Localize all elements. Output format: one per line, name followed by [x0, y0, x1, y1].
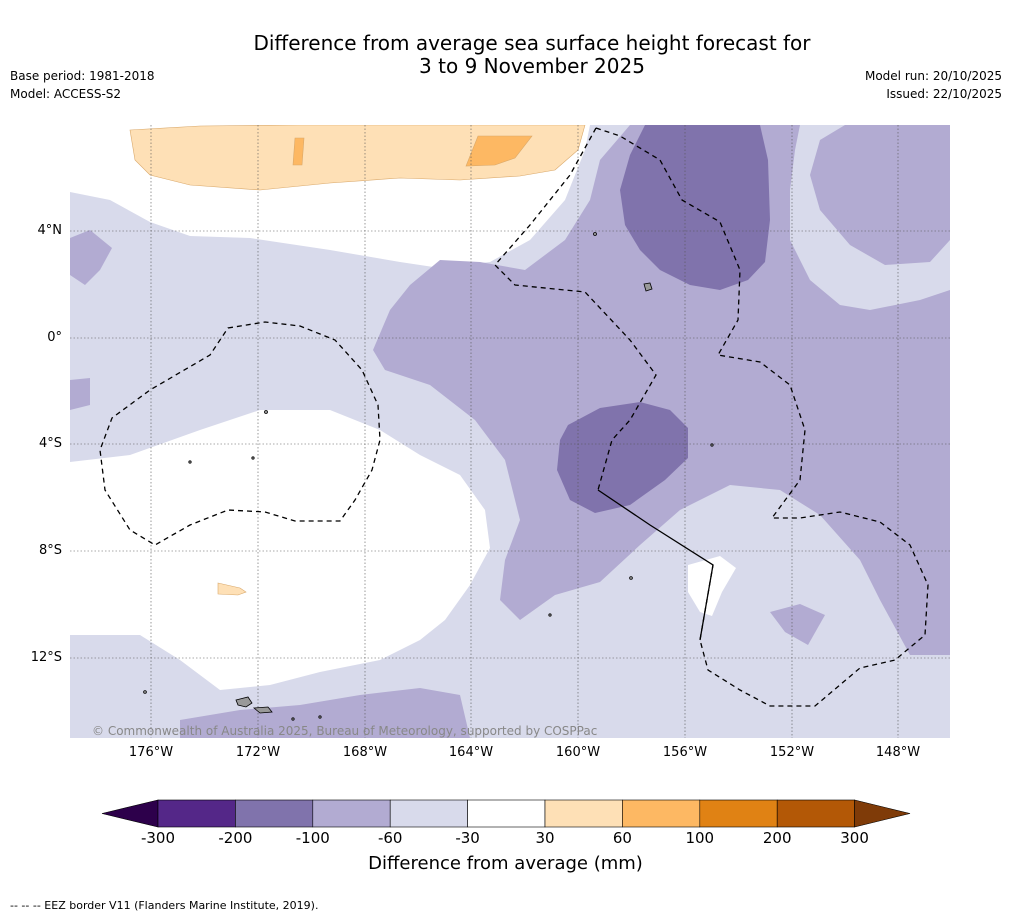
negative-anomaly-south: [180, 688, 470, 738]
negative-anomaly-west-2: [70, 378, 90, 410]
negative-anomaly-west: [70, 230, 112, 285]
issued-date: Issued: 22/10/2025: [886, 87, 1002, 101]
colorbar-segment: [622, 799, 701, 828]
island-dot-1: [264, 410, 268, 414]
island-samoa-2: [252, 706, 273, 714]
model-run: Model run: 20/10/2025: [864, 69, 1002, 83]
lon-label-172w: 172°W: [235, 745, 281, 760]
island-dot-10: [291, 717, 295, 721]
colorbar-segment: [235, 799, 314, 828]
colorbar-tick-label: -200: [218, 829, 253, 847]
map-title: Difference from average sea surface heig…: [0, 32, 1011, 78]
colorbar-tick-label: 100: [685, 829, 715, 847]
title-line-2: 3 to 9 November 2025: [419, 54, 645, 78]
island-dot-2: [251, 456, 255, 460]
positive-anomaly-north: [129, 125, 586, 191]
positive-anomaly-strong-2: [292, 137, 305, 166]
lon-label-160w: 160°W: [555, 745, 601, 760]
island-samoa-1: [235, 696, 253, 708]
lat-label-8s: 8°S: [38, 543, 62, 558]
island-dot-9: [318, 715, 322, 719]
island-dot-8: [143, 690, 147, 694]
lat-label-4s: 4°S: [38, 436, 62, 451]
lon-label-152w: 152°W: [769, 745, 815, 760]
lon-label-164w: 164°W: [448, 745, 494, 760]
lon-label-156w: 156°W: [662, 745, 708, 760]
colorbar-title: Difference from average (mm): [368, 853, 643, 874]
colorbar-segment: [312, 799, 391, 828]
map-area: [70, 125, 950, 738]
colorbar-tick-label: 60: [612, 829, 632, 847]
islands: [143, 232, 714, 721]
positive-anomaly-small: [217, 582, 247, 596]
colorbar: [101, 799, 911, 828]
graticule: [70, 125, 950, 738]
strong-negative-anomaly-north: [620, 125, 770, 290]
lon-label-176w: 176°W: [128, 745, 174, 760]
island-dot-6: [629, 576, 633, 580]
neutral-region-southcentral: [688, 556, 736, 616]
colorbar-segment: [699, 799, 778, 828]
model-name: Model: ACCESS-S2: [10, 87, 122, 101]
colorbar-segment: [157, 799, 236, 828]
negative-anomaly-southeast: [770, 604, 825, 645]
colorbar-segment: [544, 799, 623, 828]
island-dot-7: [548, 613, 552, 617]
island-dot-4: [593, 232, 597, 236]
colorbar-extend-low: [101, 799, 159, 828]
lat-label-0: 0°: [47, 330, 62, 345]
strong-negative-anomaly-central: [557, 402, 688, 513]
meta-right: Model run: 20/10/2025 Issued: 22/10/2025: [865, 67, 1002, 103]
colorbar-tick-label: -30: [455, 829, 480, 847]
solid-boundary: [597, 489, 714, 641]
colorbar-tick-label: 300: [840, 829, 869, 847]
neutral-ne-fringe: [790, 125, 950, 310]
base-period: Base period: 1981-2018: [10, 69, 155, 83]
lat-label-4n: 4°N: [37, 223, 63, 238]
colorbar-segment: [776, 799, 855, 828]
positive-anomaly-strong-1: [465, 135, 533, 167]
colorbar-tick-label: -60: [377, 829, 403, 847]
colorbar-tick-label: 30: [535, 829, 555, 847]
eez-border-loop: [99, 321, 381, 546]
island-dot-5: [710, 443, 714, 447]
eez-borders: [99, 127, 929, 707]
meta-left: Base period: 1981-2018 Model: ACCESS-S2: [10, 67, 155, 103]
lat-label-12s: 12°S: [30, 650, 62, 665]
neutral-region-southwest: [70, 410, 490, 690]
colorbar-tick-label: -300: [140, 829, 176, 847]
island-small-1: [643, 282, 653, 292]
colorbar-extend-high: [854, 799, 911, 828]
title-line-1: Difference from average sea surface heig…: [253, 31, 811, 55]
copyright-notice: © Commonwealth of Australia 2025, Bureau…: [92, 724, 598, 738]
colorbar-segment: [467, 799, 546, 828]
island-dot-3: [188, 460, 192, 464]
colorbar-tick-label: 200: [762, 829, 792, 847]
colorbar-segment: [389, 799, 468, 828]
colorbar-tick-label: -100: [295, 829, 330, 847]
lon-label-168w: 168°W: [342, 745, 388, 760]
eez-footnote: -- -- -- EEZ border V11 (Flanders Marine…: [10, 899, 319, 912]
lon-label-148w: 148°W: [875, 745, 921, 760]
